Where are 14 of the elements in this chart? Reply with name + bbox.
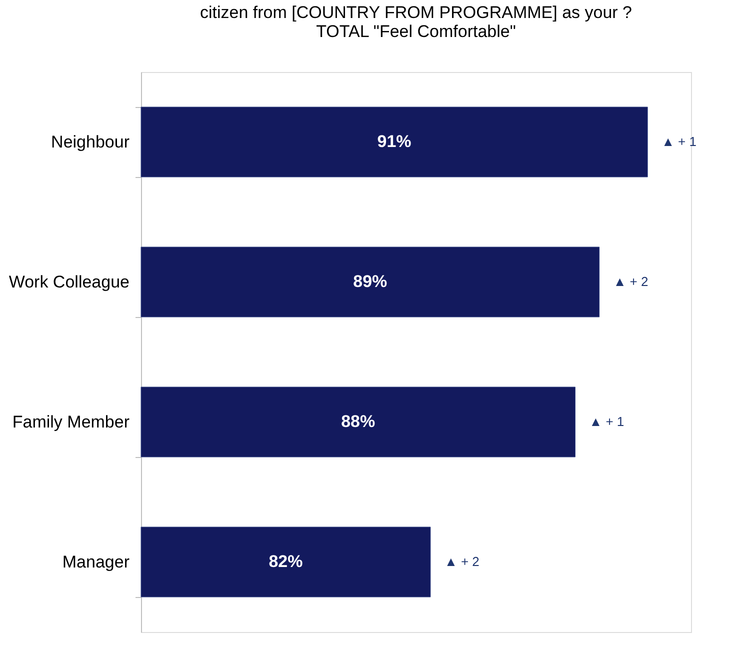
y-tick-label: Neighbour xyxy=(51,132,130,152)
data-label: 89% xyxy=(353,272,388,291)
text: citizen from [COUNTRY FROM PROGRAMME] as your ? xyxy=(200,3,632,22)
text: TOTAL "Feel Comfortable" xyxy=(316,22,516,41)
annotation: ▲ + 1 xyxy=(662,134,696,149)
y-tick-label: Work Colleague xyxy=(8,272,130,292)
data-label: 82% xyxy=(268,552,303,571)
annotation: ▲ + 1 xyxy=(589,414,624,429)
data-label: 88% xyxy=(341,412,376,431)
y-tick-label: Manager xyxy=(62,552,130,572)
annotation: ▲ + 2 xyxy=(613,274,648,289)
y-tick-label: Family Member xyxy=(12,412,130,432)
annotation: ▲ + 2 xyxy=(444,554,480,569)
data-label: 91% xyxy=(377,132,412,151)
